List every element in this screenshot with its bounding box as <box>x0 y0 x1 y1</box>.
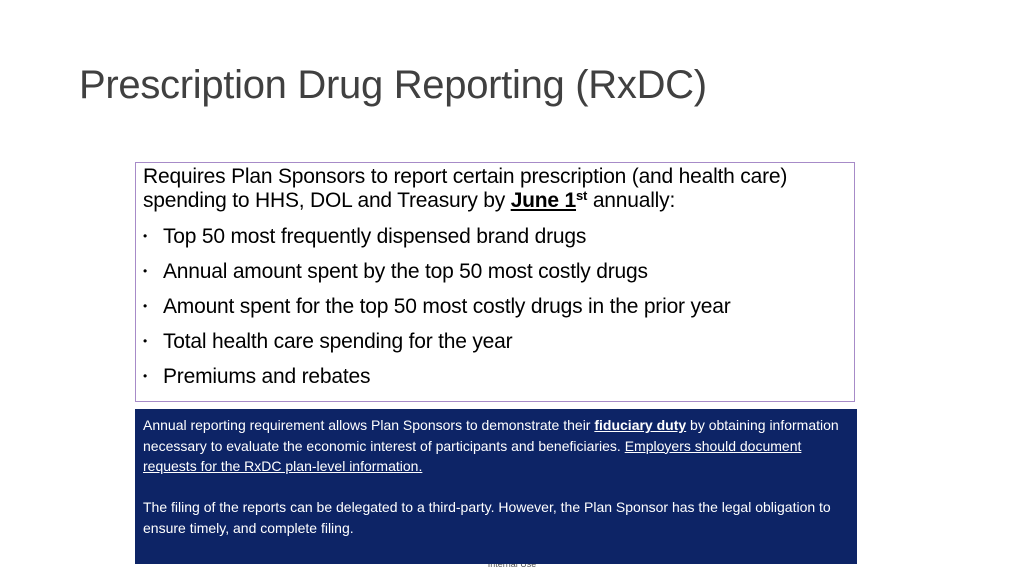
intro-text: Requires Plan Sponsors to report certain… <box>143 165 788 212</box>
list-item: • Amount spent for the top 50 most costly… <box>143 289 847 324</box>
deadline-ordinal-suffix: st <box>576 188 588 203</box>
intro-text-end: annually: <box>587 189 676 212</box>
slide-title: Prescription Drug Reporting (RxDC) <box>79 63 707 107</box>
bullet-icon: • <box>143 334 148 348</box>
bullet-icon: • <box>143 369 148 383</box>
list-item-text: Annual amount spent by the top 50 most c… <box>163 260 648 283</box>
note-paragraph-2: The filing of the reports can be delegat… <box>143 499 831 536</box>
note-paragraph-1: Annual reporting requirement allows Plan… <box>143 415 849 477</box>
list-item: • Annual amount spent by the top 50 most … <box>143 254 847 289</box>
bullet-icon: • <box>143 264 148 278</box>
note-text: Annual reporting requirement allows Plan… <box>143 417 595 433</box>
list-item-text: Amount spent for the top 50 most costly … <box>163 295 731 318</box>
bullet-icon: • <box>143 229 148 243</box>
list-item: • Total health care spending for the year <box>143 324 847 359</box>
employer-guidance-text: Employers should document requests for t… <box>143 437 802 475</box>
list-item-text: Premiums and rebates <box>163 365 371 388</box>
list-item-text: Top 50 most frequently dispensed brand d… <box>163 225 587 248</box>
footer-classification-label: Internal Use <box>487 559 537 569</box>
list-item: • Top 50 most frequently dispensed brand … <box>143 219 847 254</box>
requirements-box: Requires Plan Sponsors to report certain… <box>135 162 855 402</box>
note-text-middle: by obtaining information necessary to ev… <box>143 417 839 454</box>
fiduciary-note-box: Annual reporting requirement allows Plan… <box>135 409 857 564</box>
requirements-intro: Requires Plan Sponsors to report certain… <box>143 165 847 213</box>
deadline-date: June 1 <box>510 189 577 212</box>
requirements-list: • Top 50 most frequently dispensed brand … <box>143 219 847 394</box>
fiduciary-duty-emphasis: fiduciary duty <box>594 417 687 433</box>
list-item: • Premiums and rebates <box>143 359 847 394</box>
bullet-icon: • <box>143 299 148 313</box>
list-item-text: Total health care spending for the year <box>163 330 513 353</box>
